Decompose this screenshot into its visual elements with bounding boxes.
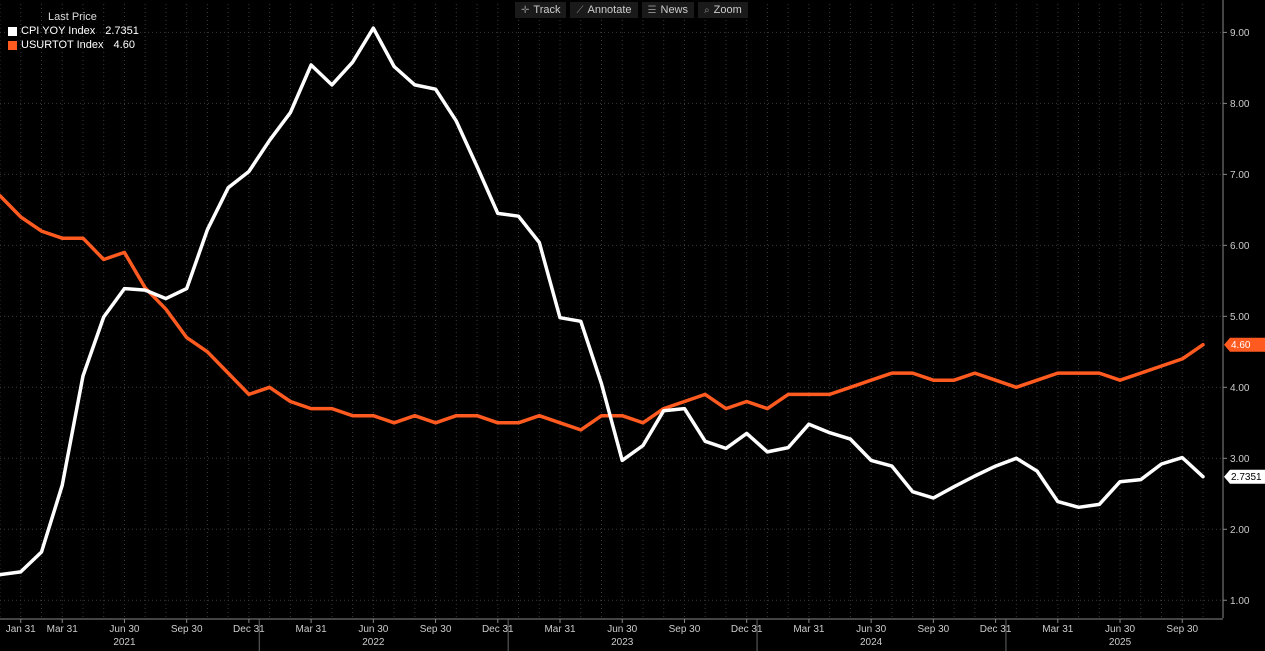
y-tick-label: 9.00 <box>1230 28 1250 39</box>
annotate-label: Annotate <box>587 4 632 16</box>
y-tick-label: 2.00 <box>1230 525 1250 536</box>
x-tick-label: Mar 31 <box>793 624 825 635</box>
y-tick-label: 1.00 <box>1230 596 1250 607</box>
x-tick-label: Dec 31 <box>731 624 763 635</box>
y-tick-label: 3.00 <box>1230 454 1250 465</box>
legend-label-cpi: CPI YOY Index <box>21 25 96 37</box>
y-tick-label: 4.00 <box>1230 383 1250 394</box>
track-button[interactable]: ✛ Track <box>515 2 567 18</box>
legend-value-unemployment: 4.60 <box>113 39 135 51</box>
x-tick-label: Sep 30 <box>1166 624 1198 635</box>
news-icon: ☰ <box>647 4 657 16</box>
last-value-tag-cpi: 2.7351 <box>1224 469 1265 484</box>
y-tick-label: 7.00 <box>1230 170 1250 181</box>
series-line-unemployment <box>0 193 1205 432</box>
x-tick-label: Jun 30 <box>856 624 886 635</box>
legend-item-unemployment[interactable]: USURTOT Index 4.60 <box>8 38 139 52</box>
x-tick-label: Jun 30 <box>1105 624 1135 635</box>
x-year-label: 2022 <box>362 637 385 648</box>
legend-label-unemployment: USURTOT Index <box>21 39 104 51</box>
last-value-tag-background <box>1224 469 1265 484</box>
last-value-label: 4.60 <box>1231 340 1251 351</box>
x-tick-label: Dec 31 <box>233 624 265 635</box>
x-tick-label: Jan 31 <box>6 624 36 635</box>
x-tick-label: Dec 31 <box>482 624 514 635</box>
magnifier-icon: ⌕ <box>704 4 710 16</box>
y-tick-label: 5.00 <box>1230 312 1250 323</box>
x-tick-label: Jun 30 <box>358 624 388 635</box>
x-tick-label: Mar 31 <box>296 624 328 635</box>
last-value-tag-unemployment: 4.60 <box>1224 337 1265 352</box>
x-tick-label: Mar 31 <box>47 624 79 635</box>
last-value-tag-background <box>1224 337 1265 352</box>
chart-toolbar: ✛ Track ⟋ Annotate ☰ News ⌕ Zoom <box>515 2 748 18</box>
legend-swatch-unemployment <box>8 40 17 50</box>
x-tick-label: Mar 31 <box>544 624 576 635</box>
x-year-label: 2023 <box>611 637 634 648</box>
x-tick-label: Sep 30 <box>669 624 701 635</box>
y-tick-label: 8.00 <box>1230 99 1250 110</box>
annotate-button[interactable]: ⟋ Annotate <box>570 2 638 18</box>
zoom-button[interactable]: ⌕ Zoom <box>698 2 748 18</box>
legend-item-cpi[interactable]: CPI YOY Index 2.7351 <box>8 24 139 38</box>
x-tick-label: Sep 30 <box>918 624 950 635</box>
x-tick-label: Sep 30 <box>420 624 452 635</box>
x-year-label: 2025 <box>1109 637 1132 648</box>
news-button[interactable]: ☰ News <box>641 2 695 18</box>
x-tick-label: Mar 31 <box>1042 624 1074 635</box>
legend: Last Price CPI YOY Index 2.7351 USURTOT … <box>8 10 139 52</box>
news-label: News <box>660 4 689 16</box>
track-label: Track <box>533 4 561 16</box>
series-line-cpi <box>0 26 1205 577</box>
legend-title: Last Price <box>48 11 97 23</box>
legend-swatch-cpi <box>8 26 17 36</box>
x-tick-label: Jun 30 <box>607 624 637 635</box>
crosshair-icon: ✛ <box>521 4 530 16</box>
x-year-label: 2021 <box>113 637 136 648</box>
last-value-label: 2.7351 <box>1231 472 1262 483</box>
zoom-label: Zoom <box>713 4 742 16</box>
x-tick-label: Dec 31 <box>980 624 1012 635</box>
x-tick-label: Jun 30 <box>109 624 139 635</box>
legend-value-cpi: 2.7351 <box>105 25 139 37</box>
x-year-label: 2024 <box>860 637 883 648</box>
pencil-icon: ⟋ <box>576 4 584 16</box>
y-tick-label: 6.00 <box>1230 241 1250 252</box>
x-tick-label: Sep 30 <box>171 624 203 635</box>
